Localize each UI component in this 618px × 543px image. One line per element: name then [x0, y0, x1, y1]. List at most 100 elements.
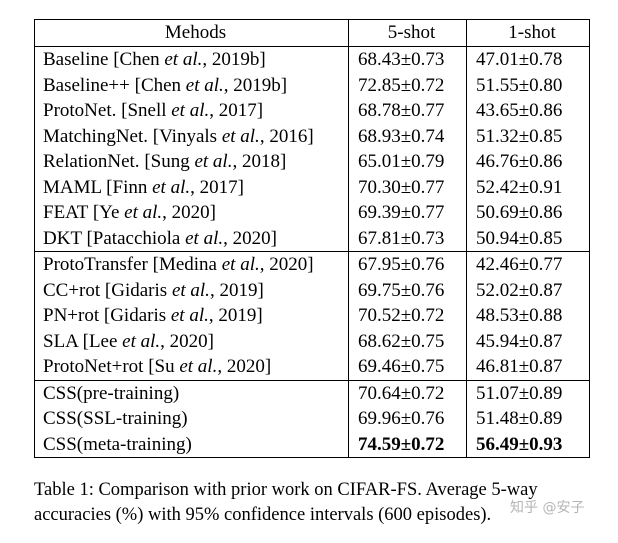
value-5-shot: 72.85±0.72	[348, 72, 467, 98]
method-cell: FEAT [Ye et al., 2020]	[34, 200, 349, 226]
table-row: CC+rot [Gidaris et al., 2019] 69.75±0.76 5…	[34, 277, 590, 303]
method-cell: CSS(meta-training)	[34, 431, 349, 458]
method-cell: DKT [Patacchiola et al., 2020]	[34, 225, 349, 252]
value-5-shot: 67.81±0.73	[348, 225, 467, 252]
citation-author: Ye	[99, 202, 120, 223]
results-table-container: Mehods 5-shot 1-shot Baseline [Chen et a…	[34, 19, 590, 458]
header-1-shot: 1-shot	[466, 19, 590, 47]
method-name: MAML	[43, 176, 102, 198]
method-name: DKT	[43, 227, 82, 249]
table-row: ProtoNet. [Snell et al., 2017] 68.78±0.77…	[34, 98, 590, 124]
value-1-shot: 56.49±0.93	[466, 431, 590, 458]
citation-author: Chen	[119, 49, 160, 70]
citation-etal: et al.	[221, 125, 260, 147]
value-5-shot: 70.52±0.72	[348, 303, 467, 329]
value-1-shot: 46.76±0.86	[466, 149, 590, 175]
citation-year: 2019	[219, 279, 258, 301]
table-row: RelationNet. [Sung et al., 2018] 65.01±0.…	[34, 149, 590, 175]
value-5-shot: 69.75±0.76	[348, 277, 467, 303]
method-name: CSS(pre-training)	[43, 382, 180, 404]
citation-author: Medina	[158, 254, 217, 275]
table-row: ProtoNet+rot [Su et al., 2020] 69.46±0.75…	[34, 354, 590, 380]
citation-etal: et al.	[194, 151, 233, 172]
citation-year: 2019b	[211, 49, 260, 70]
method-cell: ProtoNet+rot [Su et al., 2020]	[34, 354, 349, 380]
citation-etal: et al.	[124, 202, 163, 223]
citation-year: 2020	[169, 330, 208, 352]
method-cell: PN+rot [Gidaris et al., 2019]	[34, 303, 349, 329]
value-5-shot: 68.93±0.74	[348, 123, 467, 149]
citation-etal: et al.	[152, 176, 191, 198]
citation-etal: et al.	[179, 356, 218, 377]
value-1-shot: 52.02±0.87	[466, 277, 590, 303]
method-name: CC+rot	[43, 279, 101, 301]
citation-etal: et al.	[164, 49, 203, 70]
method-name: CSS(meta-training)	[43, 433, 192, 455]
method-name: MatchingNet.	[43, 125, 149, 147]
watermark: 知乎 @安子	[510, 500, 585, 516]
value-1-shot: 45.94±0.87	[466, 328, 590, 354]
method-name: Baseline++	[43, 74, 130, 96]
table-body: Baseline [Chen et al., 2019b] 68.43±0.73 4…	[34, 46, 590, 458]
citation-year: 2020	[171, 202, 210, 223]
value-5-shot: 67.95±0.76	[348, 251, 467, 278]
citation-etal: et al.	[171, 100, 210, 121]
citation-etal: et al.	[170, 305, 209, 326]
table-row: MAML [Finn et al., 2017] 70.30±0.77 52.42±…	[34, 174, 590, 200]
method-name: Baseline	[43, 49, 109, 70]
value-1-shot: 52.42±0.91	[466, 174, 590, 200]
method-cell: MAML [Finn et al., 2017]	[34, 174, 349, 200]
table-row: PN+rot [Gidaris et al., 2019] 70.52±0.72 4…	[34, 303, 590, 329]
value-1-shot: 51.32±0.85	[466, 123, 590, 149]
citation-etal: et al.	[171, 279, 210, 301]
citation-etal: et al.	[221, 254, 260, 275]
method-name: RelationNet.	[43, 151, 140, 172]
value-1-shot: 48.53±0.88	[466, 303, 590, 329]
citation-year: 2018	[241, 151, 280, 172]
citation-year: 2020	[269, 254, 308, 275]
value-5-shot: 74.59±0.72	[348, 431, 467, 458]
citation-etal: et al.	[185, 74, 224, 96]
table-row: Baseline [Chen et al., 2019b] 68.43±0.73 4…	[34, 46, 590, 73]
citation-year: 2020	[226, 356, 265, 377]
value-1-shot: 51.48±0.89	[466, 406, 590, 432]
method-cell: CC+rot [Gidaris et al., 2019]	[34, 277, 349, 303]
value-1-shot: 47.01±0.78	[466, 46, 590, 73]
citation-author: Patacchiola	[92, 227, 181, 249]
citation-etal: et al.	[122, 330, 161, 352]
method-name: FEAT	[43, 202, 89, 223]
table-row: CSS(meta-training) 74.59±0.72 56.49±0.93	[34, 431, 590, 458]
table-header-row: Mehods 5-shot 1-shot	[34, 19, 590, 47]
citation-year: 2019	[218, 305, 257, 326]
citation-etal: et al.	[185, 227, 224, 249]
table-row: FEAT [Ye et al., 2020] 69.39±0.77 50.69±0.…	[34, 200, 590, 226]
value-5-shot: 68.78±0.77	[348, 98, 467, 124]
citation-author: Vinyals	[159, 125, 218, 147]
method-cell: CSS(pre-training)	[34, 379, 349, 406]
value-1-shot: 50.69±0.86	[466, 200, 590, 226]
table-row: Baseline++ [Chen et al., 2019b] 72.85±0.7…	[34, 72, 590, 98]
method-cell: ProtoTransfer [Medina et al., 2020]	[34, 251, 349, 278]
results-table: Mehods 5-shot 1-shot Baseline [Chen et a…	[34, 19, 590, 458]
method-name: CSS(SSL-training)	[43, 408, 188, 429]
value-1-shot: 43.65±0.86	[466, 98, 590, 124]
citation-author: Snell	[127, 100, 167, 121]
table-row: SLA [Lee et al., 2020] 68.62±0.75 45.94±0.…	[34, 328, 590, 354]
citation-author: Gidaris	[111, 279, 168, 301]
value-1-shot: 46.81±0.87	[466, 354, 590, 380]
table-row: CSS(pre-training) 70.64±0.72 51.07±0.89	[34, 379, 590, 406]
method-cell: MatchingNet. [Vinyals et al., 2016]	[34, 123, 349, 149]
table-caption: Table 1: Comparison with prior work on C…	[34, 480, 538, 525]
value-5-shot: 65.01±0.79	[348, 149, 467, 175]
citation-author: Chen	[140, 74, 182, 96]
citation-author: Gidaris	[110, 305, 167, 326]
value-1-shot: 42.46±0.77	[466, 251, 590, 278]
citation-year: 2017	[218, 100, 257, 121]
value-5-shot: 68.62±0.75	[348, 328, 467, 354]
table-row: DKT [Patacchiola et al., 2020] 67.81±0.73…	[34, 225, 590, 252]
method-cell: SLA [Lee et al., 2020]	[34, 328, 349, 354]
value-1-shot: 51.55±0.80	[466, 72, 590, 98]
header-method: Mehods	[34, 19, 349, 47]
table-row: ProtoTransfer [Medina et al., 2020] 67.95…	[34, 251, 590, 278]
table-row: MatchingNet. [Vinyals et al., 2016] 68.93…	[34, 123, 590, 149]
